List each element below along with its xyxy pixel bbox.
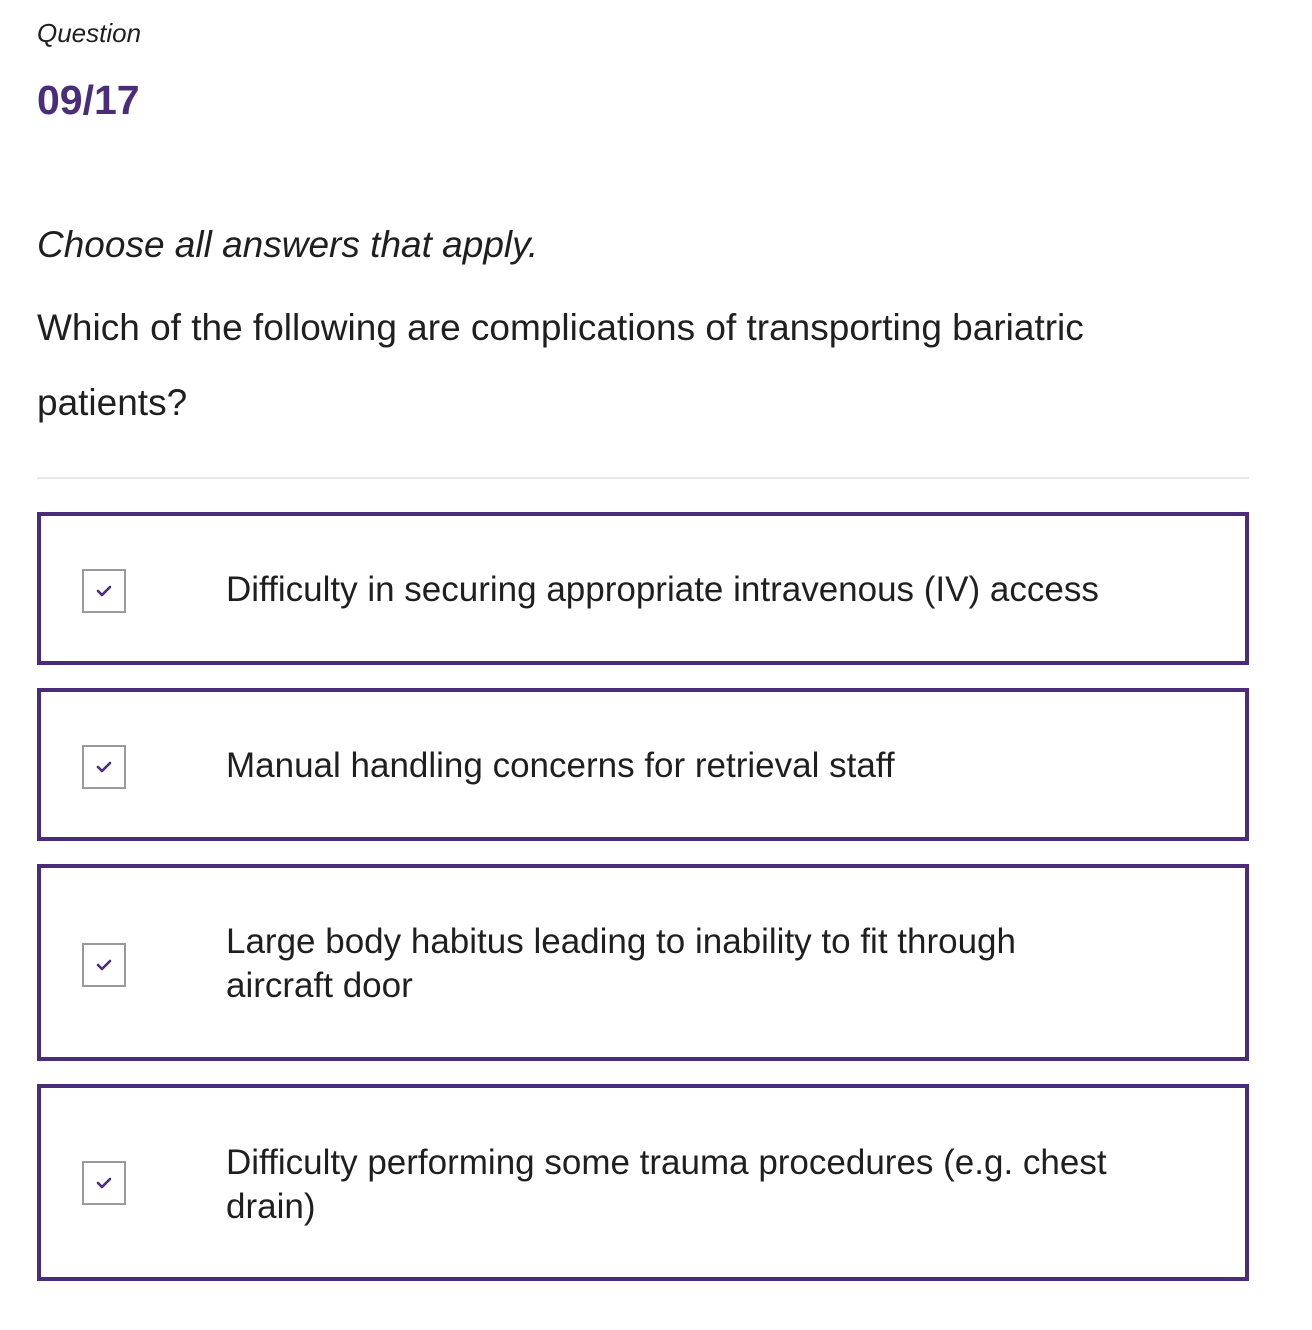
answer-option[interactable]: Difficulty in securing appropriate intra… <box>37 512 1249 665</box>
answer-option[interactable]: Large body habitus leading to inability … <box>37 864 1249 1061</box>
answer-option-label: Large body habitus leading to inability … <box>226 922 1016 1005</box>
answer-option[interactable]: Manual handling concerns for retrieval s… <box>37 688 1249 841</box>
divider <box>37 477 1249 479</box>
answer-option[interactable]: Difficulty performing some trauma proced… <box>37 1084 1249 1281</box>
answer-checkbox[interactable] <box>82 1161 126 1205</box>
question-instruction: Choose all answers that apply. <box>37 224 539 265</box>
check-icon <box>96 1177 112 1189</box>
question-prompt: Which of the following are complications… <box>37 307 1084 423</box>
answer-checkbox[interactable] <box>82 745 126 789</box>
question-counter: 09/17 <box>37 77 140 123</box>
answer-checkbox[interactable] <box>82 943 126 987</box>
check-icon <box>96 959 112 971</box>
check-icon <box>96 585 112 597</box>
question-label: Question <box>37 18 142 48</box>
answer-option-label: Difficulty performing some trauma proced… <box>226 1143 1107 1226</box>
answer-option-label: Manual handling concerns for retrieval s… <box>226 746 895 785</box>
check-icon <box>96 761 112 773</box>
answer-checkbox[interactable] <box>82 569 126 613</box>
answer-option-label: Difficulty in securing appropriate intra… <box>226 570 1099 609</box>
